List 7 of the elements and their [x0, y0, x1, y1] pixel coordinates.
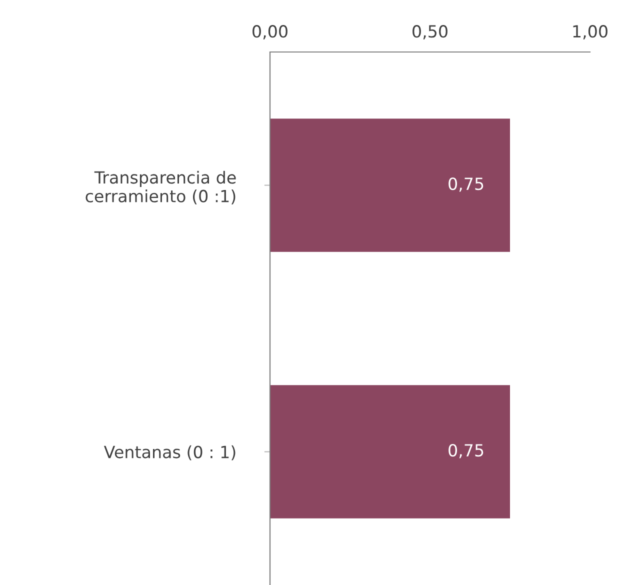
x-tick-label: 0,50	[412, 25, 448, 40]
y-tick-label: Ventanas (0 : 1)	[104, 445, 236, 460]
data-label: 0,75	[448, 444, 484, 458]
x-tick-label: 1,00	[573, 25, 608, 40]
data-label: 0,75	[448, 177, 484, 192]
y-tick-label: Transparencia de cerramiento (0 :1)	[86, 170, 236, 204]
x-tick-label: 0,00	[252, 25, 288, 40]
